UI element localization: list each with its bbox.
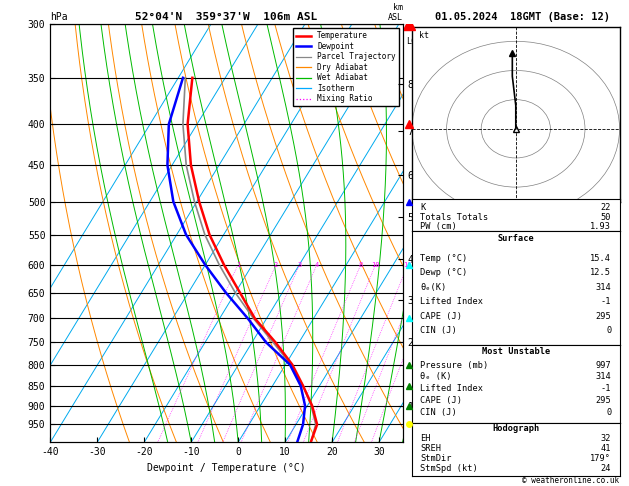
Text: 25: 25 <box>435 262 443 268</box>
Text: -1: -1 <box>601 297 611 306</box>
Text: 10: 10 <box>371 262 380 268</box>
Text: 314: 314 <box>596 372 611 382</box>
Text: Lifted Index: Lifted Index <box>420 384 483 393</box>
Text: 20: 20 <box>419 262 428 268</box>
Text: 8: 8 <box>359 262 363 268</box>
Text: CIN (J): CIN (J) <box>420 408 457 417</box>
Text: 179°: 179° <box>590 454 611 463</box>
Text: Most Unstable: Most Unstable <box>482 347 550 356</box>
Text: 41: 41 <box>601 444 611 452</box>
Text: Lifted Index: Lifted Index <box>420 297 483 306</box>
Text: StmDir: StmDir <box>420 454 452 463</box>
Text: 314: 314 <box>596 283 611 292</box>
Text: 3: 3 <box>298 262 301 268</box>
Text: 52°04'N  359°37'W  106m ASL: 52°04'N 359°37'W 106m ASL <box>135 12 318 22</box>
Text: 12.5: 12.5 <box>590 268 611 277</box>
Text: CAPE (J): CAPE (J) <box>420 312 462 321</box>
Text: Totals Totals: Totals Totals <box>420 212 489 222</box>
Text: CAPE (J): CAPE (J) <box>420 396 462 405</box>
Text: 16: 16 <box>403 262 412 268</box>
Y-axis label: Mixing Ratio (g/kg): Mixing Ratio (g/kg) <box>416 186 425 281</box>
Text: 4: 4 <box>314 262 319 268</box>
Text: -1: -1 <box>601 384 611 393</box>
Text: 0: 0 <box>606 408 611 417</box>
Text: Surface: Surface <box>498 234 534 243</box>
Text: K: K <box>420 203 426 212</box>
Text: θₑ (K): θₑ (K) <box>420 372 452 382</box>
Text: hPa: hPa <box>50 12 68 22</box>
Text: 22: 22 <box>601 203 611 212</box>
X-axis label: Dewpoint / Temperature (°C): Dewpoint / Temperature (°C) <box>147 463 306 473</box>
Text: Dewp (°C): Dewp (°C) <box>420 268 467 277</box>
Text: LCL: LCL <box>406 37 421 46</box>
Legend: Temperature, Dewpoint, Parcel Trajectory, Dry Adiabat, Wet Adiabat, Isotherm, Mi: Temperature, Dewpoint, Parcel Trajectory… <box>292 28 399 106</box>
Text: 295: 295 <box>596 396 611 405</box>
Text: 50: 50 <box>601 212 611 222</box>
Text: 32: 32 <box>601 434 611 443</box>
Text: SREH: SREH <box>420 444 442 452</box>
Text: kt: kt <box>419 32 429 40</box>
Text: θₑ(K): θₑ(K) <box>420 283 447 292</box>
Text: Temp (°C): Temp (°C) <box>420 254 467 263</box>
Text: km
ASL: km ASL <box>387 3 403 22</box>
Text: 24: 24 <box>601 464 611 473</box>
Text: CIN (J): CIN (J) <box>420 326 457 335</box>
Text: 15.4: 15.4 <box>590 254 611 263</box>
Text: PW (cm): PW (cm) <box>420 222 457 231</box>
Text: © weatheronline.co.uk: © weatheronline.co.uk <box>523 476 620 485</box>
Text: Pressure (mb): Pressure (mb) <box>420 361 489 370</box>
Text: 1: 1 <box>236 262 240 268</box>
Text: 0: 0 <box>606 326 611 335</box>
Text: 997: 997 <box>596 361 611 370</box>
Text: 1.93: 1.93 <box>590 222 611 231</box>
Text: StmSpd (kt): StmSpd (kt) <box>420 464 478 473</box>
Text: 01.05.2024  18GMT (Base: 12): 01.05.2024 18GMT (Base: 12) <box>435 12 610 22</box>
Text: EH: EH <box>420 434 431 443</box>
Text: 295: 295 <box>596 312 611 321</box>
Text: 2: 2 <box>274 262 278 268</box>
Text: Hodograph: Hodograph <box>492 424 540 434</box>
